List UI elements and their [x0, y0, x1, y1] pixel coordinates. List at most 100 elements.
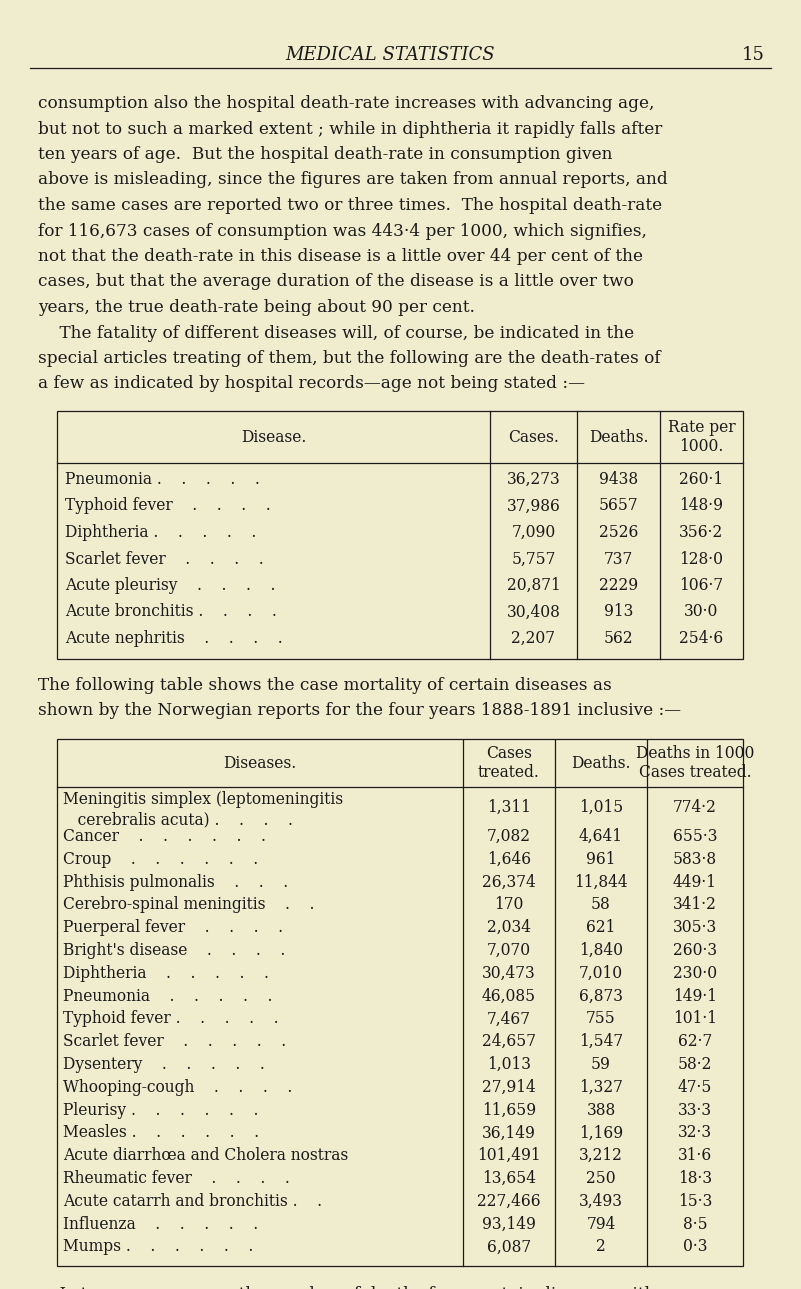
Bar: [57, 740, 743, 1266]
Text: 3,493: 3,493: [579, 1192, 623, 1210]
Text: 388: 388: [586, 1102, 616, 1119]
Text: 2,034: 2,034: [487, 919, 531, 936]
Text: a few as indicated by hospital records—age not being stated :—: a few as indicated by hospital records—a…: [38, 375, 585, 392]
Text: Acute catarrh and bronchitis .    .: Acute catarrh and bronchitis . .: [63, 1192, 322, 1210]
Text: 36,273: 36,273: [506, 470, 561, 489]
Text: 37,986: 37,986: [506, 498, 561, 514]
Text: Pneumonia    .    .    .    .    .: Pneumonia . . . . .: [63, 987, 272, 1004]
Text: 7,467: 7,467: [487, 1011, 531, 1027]
Text: 4,641: 4,641: [579, 828, 623, 846]
Text: Croup    .    .    .    .    .    .: Croup . . . . . .: [63, 851, 258, 867]
Text: 148·9: 148·9: [679, 498, 723, 514]
Text: 341·2: 341·2: [673, 896, 717, 914]
Text: 30,473: 30,473: [482, 964, 536, 982]
Text: 1,646: 1,646: [487, 851, 531, 867]
Text: 7,070: 7,070: [487, 942, 531, 959]
Text: Acute diarrhœa and Cholera nostras: Acute diarrhœa and Cholera nostras: [63, 1147, 348, 1164]
Text: 356·2: 356·2: [679, 525, 723, 541]
Text: 913: 913: [604, 603, 633, 620]
Text: Cases
treated.: Cases treated.: [478, 745, 540, 781]
Text: Deaths.: Deaths.: [589, 428, 648, 446]
Text: 230·0: 230·0: [673, 964, 717, 982]
Text: ten years of age.  But the hospital death-rate in consumption given: ten years of age. But the hospital death…: [38, 146, 613, 162]
Text: 7,082: 7,082: [487, 828, 531, 846]
Text: 6,087: 6,087: [487, 1239, 531, 1255]
Text: cerebralis acuta) .    .    .    .: cerebralis acuta) . . . .: [63, 811, 293, 828]
Text: Acute nephritis    .    .    .    .: Acute nephritis . . . .: [65, 630, 283, 647]
Text: 31·6: 31·6: [678, 1147, 712, 1164]
Text: 961: 961: [586, 851, 616, 867]
Text: 1,327: 1,327: [579, 1079, 623, 1096]
Text: Pleurisy .    .    .    .    .    .: Pleurisy . . . . . .: [63, 1102, 259, 1119]
Text: 18·3: 18·3: [678, 1170, 712, 1187]
Text: but not to such a marked extent ; while in diphtheria it rapidly falls after: but not to such a marked extent ; while …: [38, 120, 662, 138]
Text: 20,871: 20,871: [506, 577, 561, 594]
Text: 7,090: 7,090: [511, 525, 556, 541]
Text: Let us now compare the number of deaths from certain diseases with: Let us now compare the number of deaths …: [38, 1286, 655, 1289]
Text: 15·3: 15·3: [678, 1192, 712, 1210]
Text: 5,757: 5,757: [511, 550, 556, 567]
Text: 11,659: 11,659: [482, 1102, 536, 1119]
Text: 260·1: 260·1: [679, 470, 723, 489]
Text: 3,212: 3,212: [579, 1147, 623, 1164]
Text: Phthisis pulmonalis    .    .    .: Phthisis pulmonalis . . .: [63, 874, 288, 891]
Text: 26,374: 26,374: [482, 874, 536, 891]
Text: 149·1: 149·1: [673, 987, 717, 1004]
Text: 1,015: 1,015: [579, 799, 623, 816]
Text: 27,914: 27,914: [482, 1079, 536, 1096]
Text: 655·3: 655·3: [673, 828, 717, 846]
Text: 254·6: 254·6: [679, 630, 723, 647]
Text: Diphtheria    .    .    .    .    .: Diphtheria . . . . .: [63, 964, 269, 982]
Text: 305·3: 305·3: [673, 919, 717, 936]
Text: 46,085: 46,085: [482, 987, 536, 1004]
Text: Deaths in 1000
Cases treated.: Deaths in 1000 Cases treated.: [636, 745, 755, 781]
Text: Scarlet fever    .    .    .    .: Scarlet fever . . . .: [65, 550, 264, 567]
Text: Acute bronchitis .    .    .    .: Acute bronchitis . . . .: [65, 603, 277, 620]
Text: 9438: 9438: [599, 470, 638, 489]
Text: 227,466: 227,466: [477, 1192, 541, 1210]
Text: 755: 755: [586, 1011, 616, 1027]
Text: 6,873: 6,873: [579, 987, 623, 1004]
Text: Typhoid fever .    .    .    .    .: Typhoid fever . . . . .: [63, 1011, 279, 1027]
Text: Diseases.: Diseases.: [223, 754, 296, 772]
Text: special articles treating of them, but the following are the death-rates of: special articles treating of them, but t…: [38, 351, 661, 367]
Text: 1,169: 1,169: [579, 1124, 623, 1141]
Text: Cancer    .    .    .    .    .    .: Cancer . . . . . .: [63, 828, 266, 846]
Text: 106·7: 106·7: [679, 577, 723, 594]
Text: Rheumatic fever    .    .    .    .: Rheumatic fever . . . .: [63, 1170, 290, 1187]
Text: above is misleading, since the figures are taken from annual reports, and: above is misleading, since the figures a…: [38, 171, 668, 188]
Text: 1,547: 1,547: [579, 1034, 623, 1051]
Text: 32·3: 32·3: [678, 1124, 712, 1141]
Text: 2: 2: [596, 1239, 606, 1255]
Text: 93,149: 93,149: [482, 1216, 536, 1232]
Text: 0·3: 0·3: [682, 1239, 707, 1255]
Text: 583·8: 583·8: [673, 851, 717, 867]
Text: 2526: 2526: [599, 525, 638, 541]
Text: Whooping-cough    .    .    .    .: Whooping-cough . . . .: [63, 1079, 292, 1096]
Text: years, the true death-rate being about 90 per cent.: years, the true death-rate being about 9…: [38, 299, 475, 316]
Text: 7,010: 7,010: [579, 964, 623, 982]
Text: 774·2: 774·2: [673, 799, 717, 816]
Text: Meningitis simplex (leptomeningitis: Meningitis simplex (leptomeningitis: [63, 791, 343, 808]
Text: Typhoid fever    .    .    .    .: Typhoid fever . . . .: [65, 498, 271, 514]
Text: The following table shows the case mortality of certain diseases as: The following table shows the case morta…: [38, 677, 612, 693]
Text: 1,840: 1,840: [579, 942, 623, 959]
Text: 1,311: 1,311: [487, 799, 531, 816]
Text: 1,013: 1,013: [487, 1056, 531, 1072]
Text: 621: 621: [586, 919, 616, 936]
Text: for 116,673 cases of consumption was 443·4 per 1000, which signifies,: for 116,673 cases of consumption was 443…: [38, 223, 647, 240]
Text: 13,654: 13,654: [482, 1170, 536, 1187]
Text: Diphtheria .    .    .    .    .: Diphtheria . . . . .: [65, 525, 256, 541]
Text: Disease.: Disease.: [241, 428, 306, 446]
Text: 59: 59: [591, 1056, 611, 1072]
Text: 260·3: 260·3: [673, 942, 717, 959]
Text: MEDICAL STATISTICS: MEDICAL STATISTICS: [285, 46, 495, 64]
Text: 15: 15: [742, 46, 764, 64]
Text: Acute pleurisy    .    .    .    .: Acute pleurisy . . . .: [65, 577, 276, 594]
Text: Puerperal fever    .    .    .    .: Puerperal fever . . . .: [63, 919, 283, 936]
Text: 2229: 2229: [599, 577, 638, 594]
Text: Pneumonia .    .    .    .    .: Pneumonia . . . . .: [65, 470, 260, 489]
Text: The fatality of different diseases will, of course, be indicated in the: The fatality of different diseases will,…: [38, 325, 634, 342]
Text: 737: 737: [604, 550, 633, 567]
Text: 2,207: 2,207: [512, 630, 556, 647]
